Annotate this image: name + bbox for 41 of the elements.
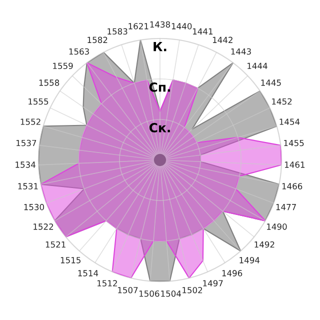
spoke-label: 1621	[128, 23, 148, 30]
spoke-label: 1455	[284, 140, 304, 146]
spoke-label: 1445	[261, 80, 281, 86]
spoke-label: 1537	[16, 140, 36, 146]
spoke-label: 1507	[118, 286, 138, 294]
spoke-label: 1477	[276, 204, 296, 210]
spoke-label: 1531	[18, 183, 38, 190]
spoke-label: 1452	[272, 98, 292, 105]
spoke-label: 1534	[16, 162, 36, 168]
spoke-label: 1461	[284, 162, 305, 168]
spoke-label: 1454	[280, 118, 300, 125]
spoke-label: 1444	[248, 62, 268, 69]
spoke-label: 1502	[182, 286, 202, 294]
spoke-label: 1514	[78, 270, 98, 276]
spoke-label: 1521	[46, 241, 66, 248]
spoke-label: 1504	[161, 290, 181, 297]
spoke-label: 1492	[254, 241, 274, 248]
spoke-label: 1563	[69, 48, 89, 55]
spoke-label: 1490	[267, 224, 287, 230]
spoke-label: 1443	[231, 48, 251, 55]
spoke-label: 1506	[139, 290, 160, 297]
spoke-label: 1494	[240, 257, 260, 264]
spoke-label: 1582	[88, 36, 108, 44]
spoke-label: 1466	[282, 183, 302, 190]
spoke-label: 1559	[53, 62, 73, 70]
spoke-label: 1438	[150, 21, 170, 28]
spoke-label: 1522	[34, 224, 54, 230]
spoke-label: 1497	[203, 280, 223, 286]
spoke-label: 1530	[24, 204, 44, 210]
spoke-label: 1440	[172, 23, 192, 30]
spoke-label: 1558	[39, 80, 60, 86]
spoke-label: 1441	[192, 28, 213, 34]
spoke-label: 1583	[108, 28, 128, 35]
spoke-label: 1442	[212, 36, 232, 43]
spoke-label: 1515	[60, 257, 80, 264]
y-tick-label: К.	[154, 42, 166, 52]
spoke-label: 1552	[20, 118, 40, 125]
y-tick-label: Ск.	[149, 122, 170, 132]
spoke-label: 1496	[222, 270, 242, 276]
spoke-label: 1555	[28, 98, 48, 105]
spoke-label: 1512	[97, 280, 117, 286]
